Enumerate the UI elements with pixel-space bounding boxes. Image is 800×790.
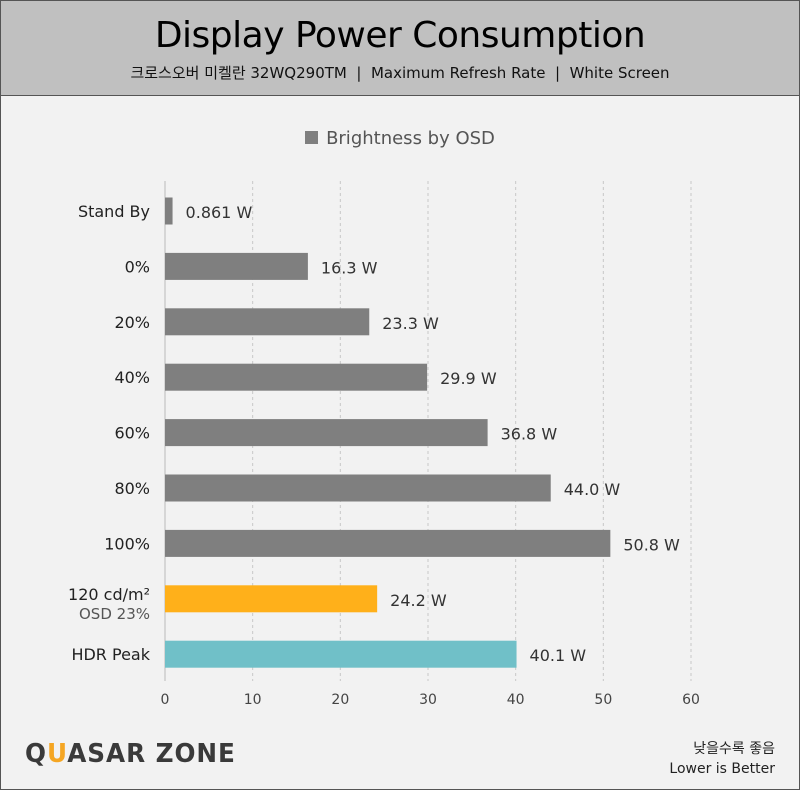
bar — [165, 585, 378, 613]
data-label: 24.2 W — [390, 591, 447, 610]
x-tick-label: 10 — [244, 692, 262, 708]
y-tick-label: 120 cd/m² — [68, 585, 150, 604]
chart-title: Display Power Consumption — [154, 15, 646, 56]
data-label: 16.3 W — [321, 258, 378, 277]
bar — [165, 529, 611, 557]
y-tick-sublabel: OSD 23% — [79, 605, 150, 623]
data-label: 44.0 W — [564, 480, 621, 499]
y-tick-label: HDR Peak — [71, 645, 150, 664]
data-label: 29.9 W — [440, 369, 497, 388]
y-tick-label: 0% — [125, 257, 150, 276]
x-tick-label: 40 — [507, 692, 525, 708]
y-tick-label: 60% — [114, 424, 150, 443]
note: 낮을수록 좋음 Lower is Better — [669, 739, 775, 779]
x-tick-label: 0 — [161, 692, 170, 708]
note-korean: 낮을수록 좋음 — [693, 741, 775, 757]
x-tick-label: 60 — [682, 692, 700, 708]
data-label: 23.3 W — [382, 314, 439, 333]
bar — [165, 252, 308, 280]
x-tick-label: 20 — [331, 692, 349, 708]
bar — [165, 640, 517, 668]
chart-subtitle: 크로스오버 미켈란 32WQ290TM | Maximum Refresh Ra… — [130, 64, 670, 82]
data-label: 0.861 W — [186, 203, 253, 222]
bar — [165, 197, 173, 225]
x-tick-label: 30 — [419, 692, 437, 708]
data-label: 36.8 W — [501, 425, 558, 444]
y-tick-label: Stand By — [78, 202, 150, 221]
data-label: 40.1 W — [530, 646, 587, 665]
data-label: 50.8 W — [623, 535, 680, 554]
y-tick-label: 20% — [114, 313, 150, 332]
bar — [165, 474, 551, 502]
quasarzone-logo: QUASAR ZONE — [25, 739, 236, 769]
legend-swatch — [305, 131, 319, 144]
y-tick-label: 80% — [114, 479, 150, 498]
legend: Brightness by OSD — [1, 128, 799, 149]
bar — [165, 363, 428, 391]
y-tick-label: 40% — [114, 368, 150, 387]
bar — [165, 419, 488, 447]
x-tick-label: 50 — [594, 692, 612, 708]
y-tick-label: 100% — [104, 534, 150, 553]
note-english: Lower is Better — [669, 761, 775, 777]
header: Display Power Consumption 크로스오버 미켈란 32WQ… — [1, 1, 799, 96]
bar — [165, 308, 370, 336]
legend-label: Brightness by OSD — [326, 128, 495, 149]
